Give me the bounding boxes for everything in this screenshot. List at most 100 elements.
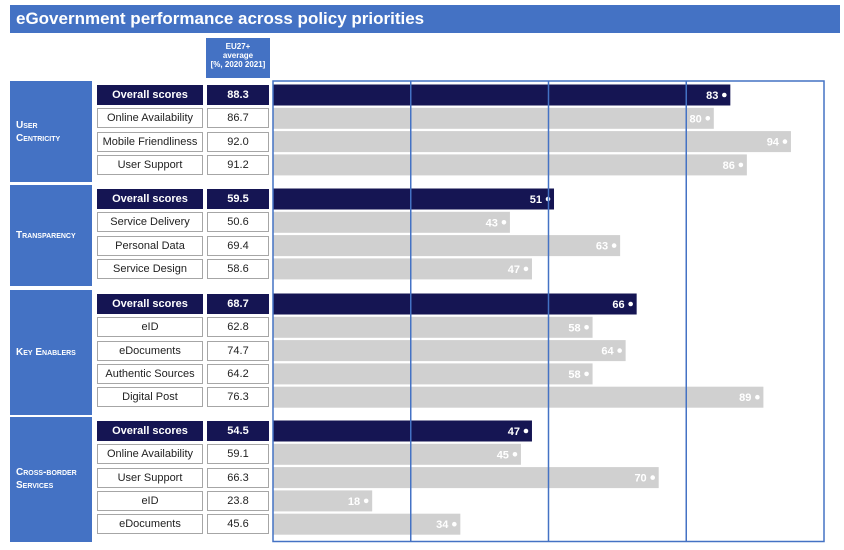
bar-end-marker — [584, 371, 589, 377]
indicator-bar — [273, 513, 461, 535]
average-value: 69.4 — [207, 235, 269, 256]
group-label: Transparency — [10, 185, 92, 287]
indicator-bar — [273, 467, 659, 489]
overall-scores-label: Overall scores — [97, 421, 203, 441]
indicator-bar — [273, 154, 747, 176]
overall-bar — [273, 188, 555, 210]
overall-scores-label: Overall scores — [97, 189, 203, 209]
bar-end-marker — [650, 475, 655, 480]
indicator-bar — [273, 235, 621, 257]
average-value: 62.8 — [207, 317, 269, 338]
indicator-bar — [273, 107, 714, 129]
indicator-label: User Support — [97, 467, 203, 488]
average-header-line-1: EU27+ — [225, 42, 251, 51]
indicator-label: User Support — [97, 154, 203, 175]
bar-end-marker — [523, 428, 529, 434]
indicator-label: eDocuments — [97, 340, 203, 361]
average-value: 23.8 — [207, 490, 269, 511]
indicator-bar — [273, 340, 626, 362]
indicator-bar — [273, 443, 521, 465]
bar-end-marker — [452, 521, 457, 527]
bar-end-marker — [512, 452, 518, 457]
bar-end-marker — [705, 116, 711, 121]
bar-value-label: 63 — [596, 241, 608, 253]
overall-bar — [273, 84, 731, 106]
average-value: 58.6 — [207, 258, 269, 279]
indicator-label: Authentic Sources — [97, 363, 203, 384]
overall-bar — [273, 293, 637, 315]
average-value: 45.6 — [207, 514, 269, 535]
group-label: User Centricity — [10, 81, 92, 183]
average-value: 88.3 — [207, 85, 269, 105]
group-label: Cross-border Services — [10, 417, 92, 542]
bar-value-label: 64 — [601, 346, 614, 358]
indicator-label: Personal Data — [97, 235, 203, 256]
average-value: 59.5 — [207, 189, 269, 209]
bar-end-marker — [722, 92, 727, 98]
grid-layer — [272, 80, 825, 543]
bar-value-label: 94 — [767, 137, 780, 149]
indicator-label: Service Design — [97, 258, 203, 279]
bar-value-label: 58 — [568, 322, 580, 334]
indicator-label: Online Availability — [97, 444, 203, 465]
bar-value-label: 70 — [634, 473, 646, 485]
bar-end-marker — [363, 498, 369, 504]
bar-end-marker — [611, 243, 617, 248]
average-value: 86.7 — [207, 108, 269, 129]
indicator-label: Digital Post — [97, 387, 203, 408]
group-label: Key Enablers — [10, 290, 92, 415]
average-value: 50.6 — [207, 212, 269, 233]
average-header-line-2: average — [222, 51, 254, 60]
bar-value-label: 43 — [486, 217, 498, 229]
bar-end-marker — [617, 348, 622, 353]
average-value: 59.1 — [207, 444, 269, 465]
bar-value-label: 66 — [612, 299, 624, 311]
bar-value-label: 18 — [348, 496, 360, 508]
indicator-bar — [273, 386, 764, 408]
indicator-label: eID — [97, 317, 203, 338]
average-header-line-3: [%, 2020 2021] — [210, 60, 266, 69]
bar-value-label: 34 — [436, 519, 449, 531]
bar-value-label: 45 — [497, 449, 509, 461]
bars-layer: 83 80 94 86 51 43 63 47 66 58 64 58 89 47 45 70 18 34 — [273, 84, 791, 535]
indicator-label: Service Delivery — [97, 212, 203, 233]
indicator-label: Online Availability — [97, 108, 203, 129]
bar-end-marker — [584, 325, 589, 330]
chart-title: eGovernment performance across policy pr… — [10, 5, 840, 33]
bar-end-marker — [501, 220, 507, 225]
average-value: 92.0 — [207, 131, 269, 152]
bar-value-label: 83 — [706, 90, 718, 102]
overall-scores-label: Overall scores — [97, 294, 203, 314]
bar-end-marker — [738, 162, 744, 168]
bar-value-label: 47 — [508, 426, 520, 438]
average-column-header: EU27+ average [%, 2020 2021] — [206, 38, 270, 78]
indicator-bar — [273, 316, 593, 338]
indicator-bar — [273, 258, 532, 280]
indicator-label: Mobile Friendliness — [97, 131, 203, 152]
plot-frame — [272, 80, 825, 543]
bar-end-marker — [523, 266, 529, 272]
average-value: 64.2 — [207, 363, 269, 384]
overall-bar — [273, 420, 532, 442]
average-value: 66.3 — [207, 467, 269, 488]
indicator-label: eDocuments — [97, 514, 203, 535]
indicator-bar — [273, 490, 373, 512]
bar-value-label: 86 — [723, 160, 735, 172]
bar-end-marker — [628, 301, 633, 307]
bar-value-label: 89 — [739, 392, 751, 404]
bar-value-label: 47 — [508, 264, 520, 276]
indicator-bar — [273, 131, 791, 153]
bar-value-label: 58 — [568, 369, 580, 381]
average-value: 68.7 — [207, 294, 269, 314]
bar-value-label: 80 — [690, 113, 702, 125]
average-value: 76.3 — [207, 387, 269, 408]
overall-scores-label: Overall scores — [97, 85, 203, 105]
average-value: 91.2 — [207, 154, 269, 175]
bar-end-marker — [755, 394, 760, 400]
bar-end-marker — [782, 139, 788, 144]
indicator-bar — [273, 363, 593, 385]
indicator-label: eID — [97, 490, 203, 511]
average-value: 54.5 — [207, 421, 269, 441]
average-value: 74.7 — [207, 340, 269, 361]
